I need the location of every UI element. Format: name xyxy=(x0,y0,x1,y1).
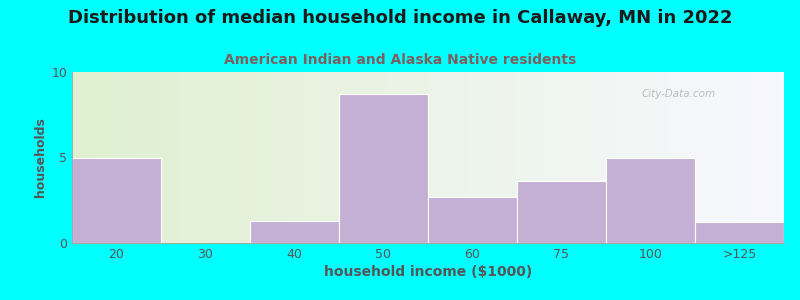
Bar xyxy=(339,94,428,243)
Bar xyxy=(695,223,784,243)
Text: Distribution of median household income in Callaway, MN in 2022: Distribution of median household income … xyxy=(68,9,732,27)
Bar xyxy=(428,197,517,243)
Bar xyxy=(606,158,695,243)
Y-axis label: households: households xyxy=(34,118,47,197)
Text: American Indian and Alaska Native residents: American Indian and Alaska Native reside… xyxy=(224,52,576,67)
Bar xyxy=(72,158,161,243)
X-axis label: household income ($1000): household income ($1000) xyxy=(324,265,532,279)
Bar xyxy=(517,182,606,243)
Bar xyxy=(250,221,339,243)
Text: City-Data.com: City-Data.com xyxy=(642,89,716,99)
